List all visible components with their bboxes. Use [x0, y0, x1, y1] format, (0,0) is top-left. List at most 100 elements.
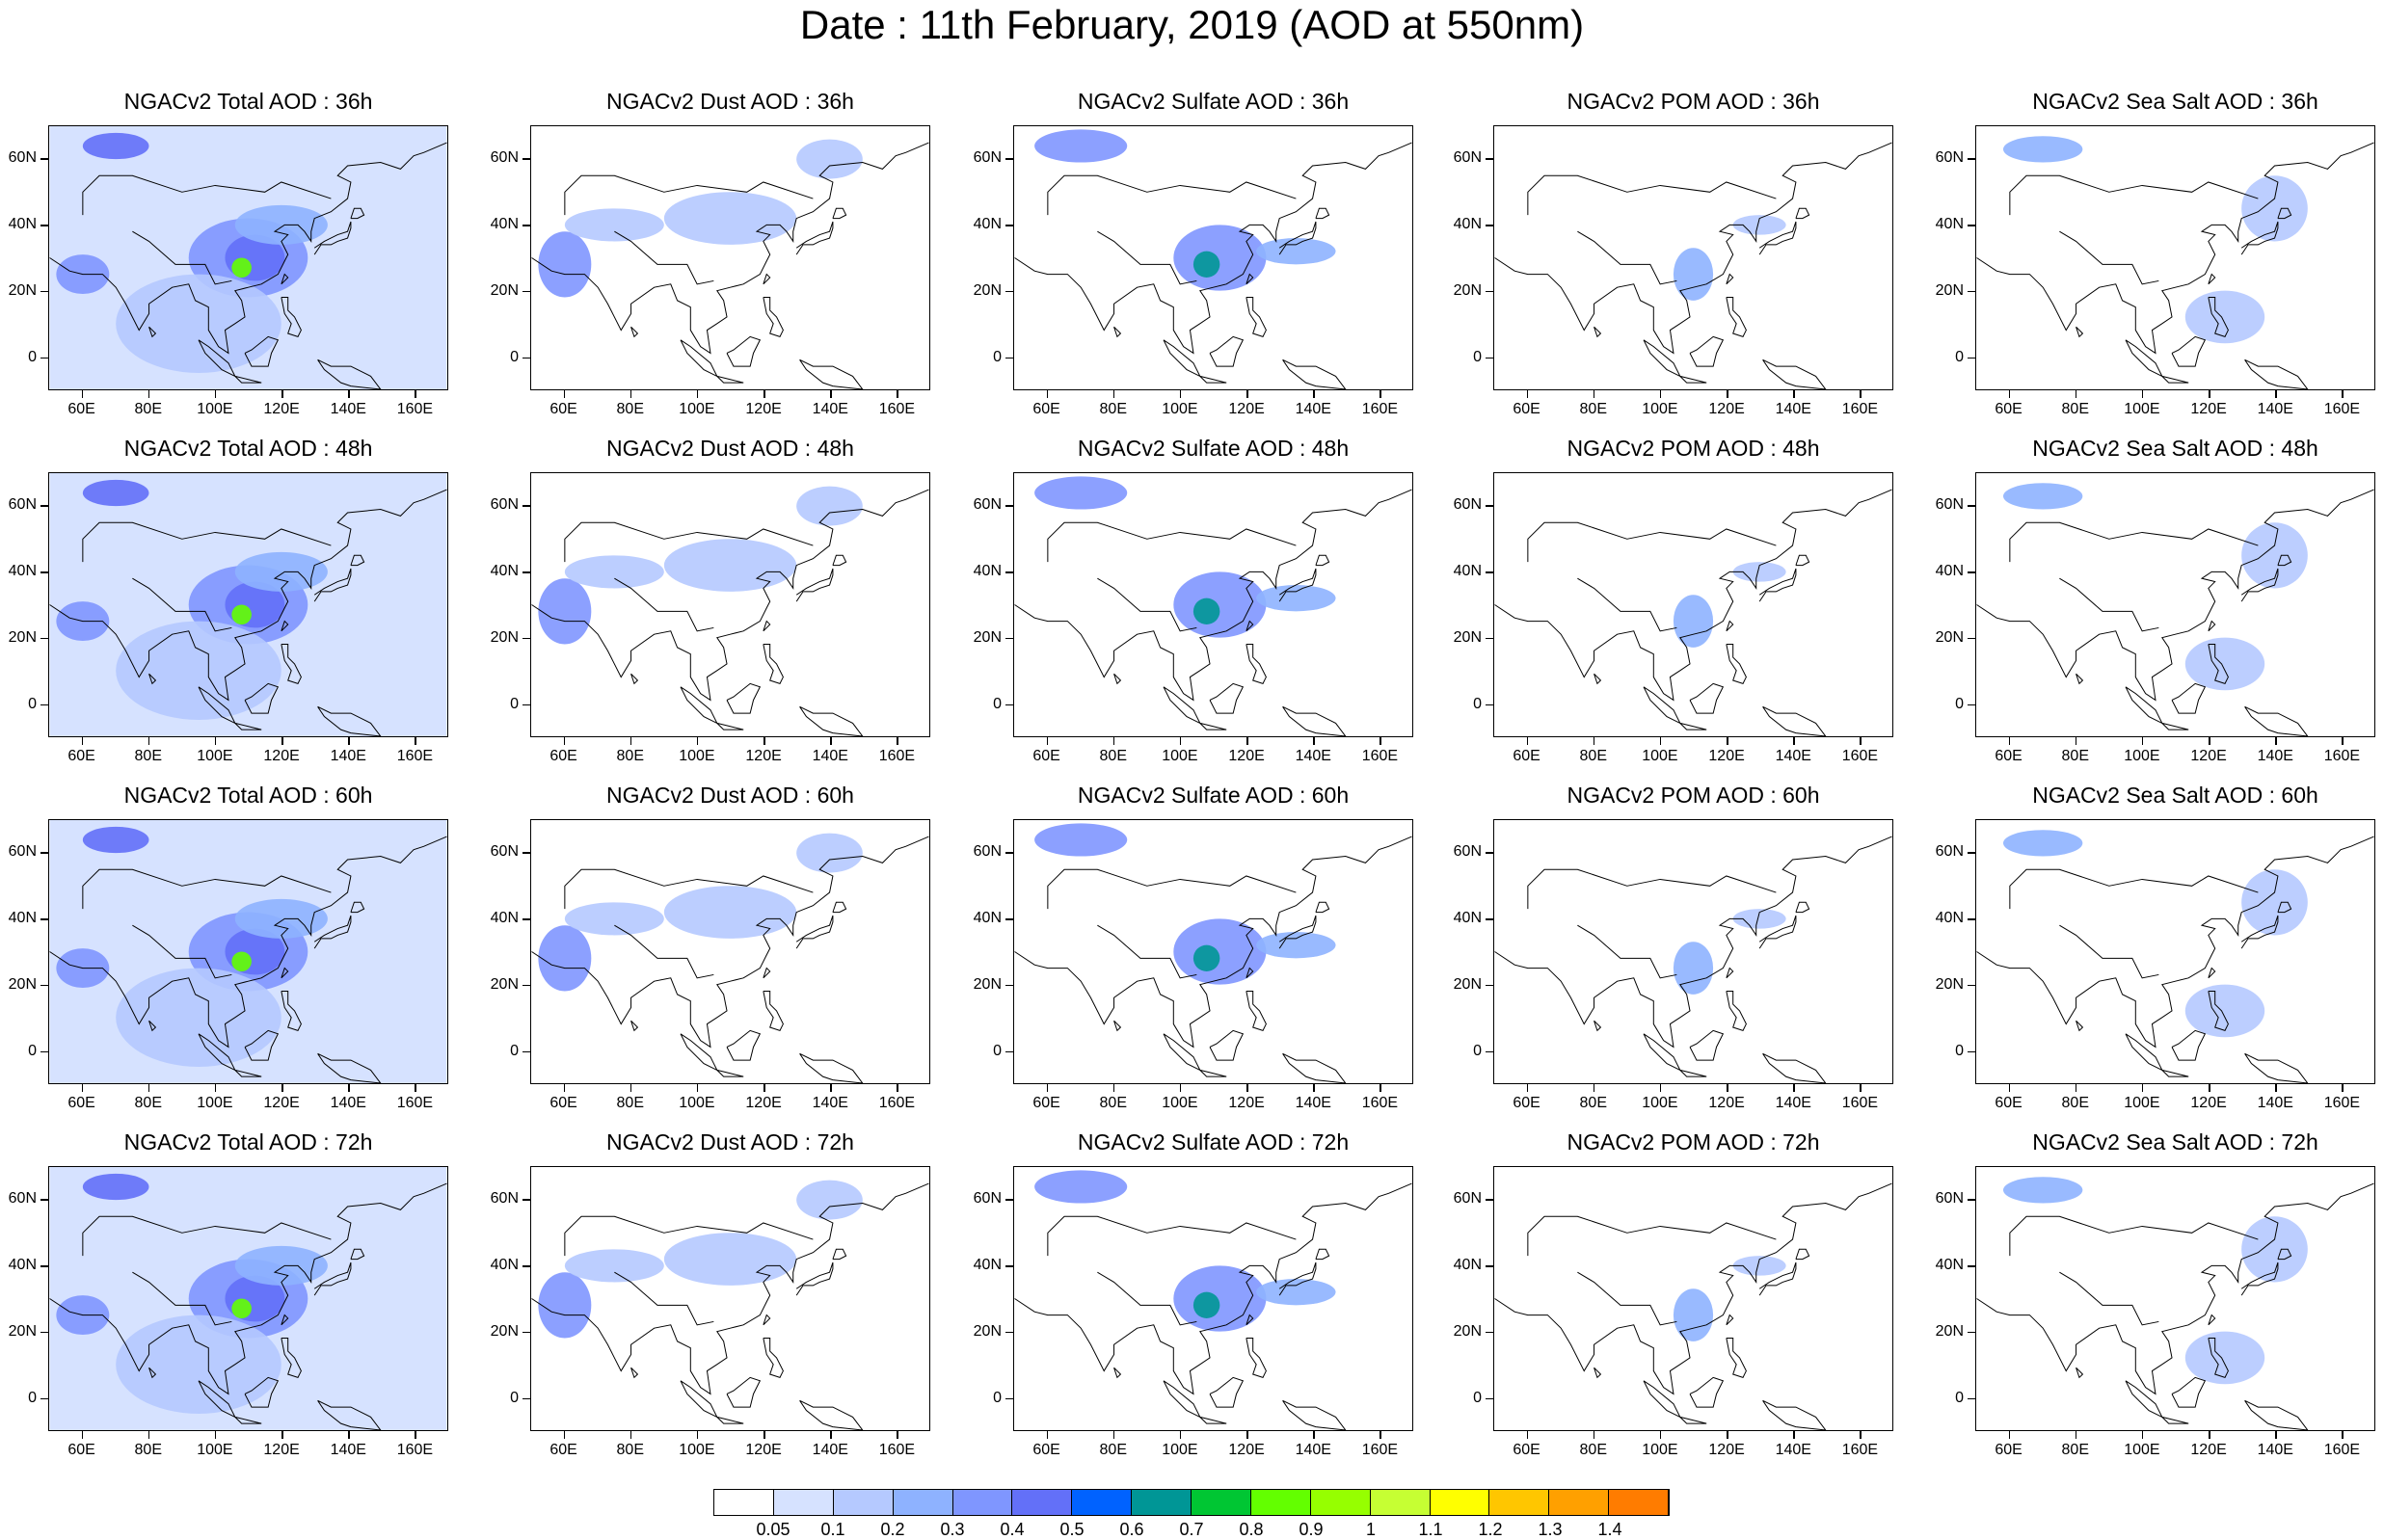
- lat-tick-label: 0: [510, 695, 519, 712]
- lon-tick-label: 60E: [1513, 1095, 1540, 1111]
- lat-tick-label: 40N: [973, 563, 1002, 580]
- lat-tick-label: 0: [1473, 1042, 1482, 1059]
- lon-tick: [214, 390, 217, 398]
- lon-tick-label: 100E: [197, 1095, 233, 1111]
- panel-title: NGACv2 Total AOD : 60h: [123, 783, 373, 808]
- coastline: [2171, 1376, 2207, 1408]
- coastline: [680, 339, 718, 378]
- map-panel: [48, 472, 448, 737]
- coastline: [2277, 554, 2292, 567]
- lon-tick: [1046, 737, 1049, 745]
- coastline: [1689, 682, 1725, 714]
- coastline: [281, 620, 289, 632]
- panel-title: NGACv2 POM AOD : 60h: [1567, 783, 1820, 808]
- coastline: [1758, 568, 1797, 602]
- lon-tick: [897, 737, 898, 745]
- aod-field: [2002, 1177, 2083, 1204]
- coastline: [1282, 358, 1347, 389]
- lon-tick: [1112, 390, 1115, 398]
- aod-field: [2241, 175, 2308, 242]
- coastline: [281, 1338, 302, 1379]
- map-panel: [48, 125, 448, 390]
- aod-field: [538, 1272, 592, 1339]
- lat-tick: [1005, 290, 1013, 293]
- lat-tick-label: 40N: [1935, 563, 1964, 580]
- coastline: [1315, 1248, 1330, 1261]
- lon-tick: [763, 737, 765, 745]
- coastline: [198, 686, 236, 725]
- lat-tick-label: 60N: [1453, 149, 1482, 167]
- lat-tick: [1968, 1331, 1975, 1334]
- coastline: [132, 924, 232, 979]
- lon-tick: [897, 1431, 898, 1439]
- lon-tick: [1526, 737, 1529, 745]
- coastline: [1113, 673, 1122, 685]
- coastline: [2240, 568, 2279, 602]
- map-panel: [1013, 819, 1413, 1084]
- coastline: [1726, 1338, 1747, 1379]
- figure-title: Date : 11th February, 2019 (AOD at 550nm…: [799, 2, 1585, 47]
- lon-tick: [147, 1431, 150, 1439]
- legend-swatch: [1250, 1490, 1311, 1515]
- legend-label: 0.2: [880, 1520, 905, 1539]
- lon-tick: [81, 1084, 84, 1092]
- lat-tick-label: 60N: [973, 496, 1002, 514]
- coastline: [531, 142, 929, 355]
- lon-tick-label: 140E: [812, 401, 848, 417]
- coastline: [1315, 207, 1330, 220]
- lon-tick: [1380, 1431, 1381, 1439]
- lon-tick-label: 80E: [1099, 1442, 1127, 1458]
- lon-tick: [1860, 1084, 1862, 1092]
- lon-tick: [563, 737, 566, 745]
- aod-field: [116, 968, 281, 1067]
- coastline: [1594, 326, 1602, 338]
- panel-title: NGACv2 Sea Salt AOD : 36h: [2032, 89, 2318, 114]
- aod-field: [1673, 1288, 1714, 1341]
- lat-tick: [1968, 984, 1975, 987]
- lon-tick: [563, 1084, 566, 1092]
- lon-tick: [2342, 737, 2344, 745]
- lon-tick-label: 160E: [1841, 748, 1879, 764]
- lon-tick-label: 140E: [2257, 1095, 2293, 1111]
- lat-tick-label: 60N: [1935, 496, 1964, 514]
- aod-field: [796, 833, 863, 873]
- aod-field: [2184, 290, 2265, 344]
- lon-tick-label: 140E: [2257, 401, 2293, 417]
- coastline: [1689, 1029, 1725, 1061]
- lon-tick: [2008, 1431, 2011, 1439]
- coastline: [763, 297, 784, 338]
- coastline: [531, 489, 929, 702]
- lon-tick: [2342, 390, 2344, 398]
- lon-tick: [348, 1084, 350, 1092]
- lon-tick-label: 120E: [2190, 401, 2227, 417]
- coastline: [1577, 1271, 1677, 1326]
- legend-swatch: [714, 1490, 774, 1515]
- lat-tick: [1486, 357, 1493, 359]
- lon-tick: [1526, 1084, 1529, 1092]
- legend-swatch: [1192, 1490, 1251, 1515]
- lat-tick-label: 0: [993, 695, 1002, 712]
- lat-tick: [1968, 505, 1975, 507]
- lon-tick: [348, 737, 350, 745]
- aod-field: [82, 132, 149, 160]
- coastline: [1726, 967, 1734, 979]
- lat-tick: [40, 290, 48, 293]
- lon-tick: [1046, 390, 1049, 398]
- lat-tick: [40, 704, 48, 706]
- lon-tick-label: 140E: [2257, 1442, 2293, 1458]
- coastline: [799, 358, 864, 389]
- lat-tick: [1005, 505, 1013, 507]
- aod-field: [538, 925, 592, 992]
- coastline: [795, 568, 834, 602]
- lat-tick: [1486, 290, 1493, 293]
- coastline: [2161, 1069, 2189, 1077]
- aod-field: [1034, 476, 1128, 510]
- lat-tick-label: 0: [510, 1042, 519, 1059]
- lon-tick: [897, 390, 898, 398]
- panel-title: NGACv2 Sulfate AOD : 48h: [1077, 436, 1350, 461]
- lon-tick-label: 100E: [1162, 1095, 1198, 1111]
- map-panel: [1975, 125, 2375, 390]
- lat-tick-label: 0: [28, 695, 37, 712]
- aod-field: [796, 1180, 863, 1220]
